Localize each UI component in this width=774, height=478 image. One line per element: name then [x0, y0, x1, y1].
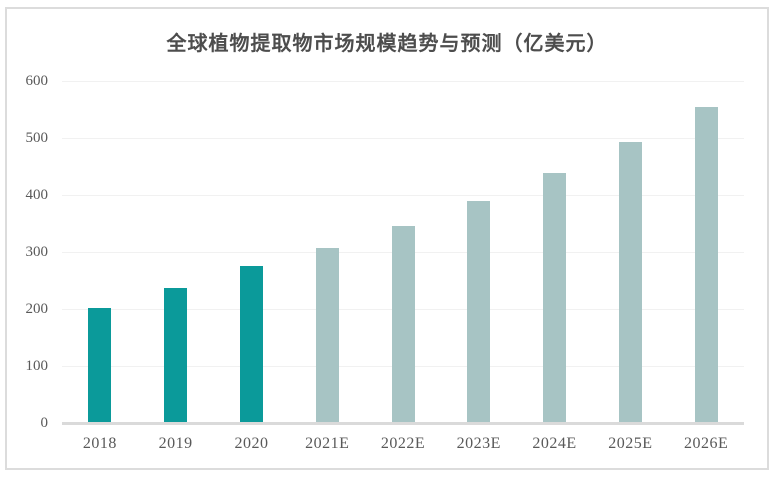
x-axis-line: [62, 422, 744, 425]
bar-2025E: [618, 142, 642, 423]
bar-2026E: [694, 106, 718, 423]
x-tick-label: 2024E: [532, 435, 577, 452]
gridline: [62, 81, 744, 82]
x-tick-label: 2022E: [380, 435, 426, 452]
x-tick-label: 2019: [158, 435, 193, 452]
x-tick-label: 2023E: [456, 435, 501, 452]
x-tick-label: 2026E: [683, 435, 729, 452]
y-tick-label: 400: [25, 187, 49, 203]
y-tick-label: 500: [25, 130, 49, 146]
gridline: [62, 195, 744, 196]
bar-2021E: [315, 248, 339, 423]
bar-2018: [88, 308, 112, 423]
x-tick-label: 2025E: [608, 435, 653, 452]
y-tick-label: 100: [25, 358, 49, 374]
bar-2019: [164, 287, 188, 423]
x-tick-label: 2018: [82, 435, 117, 452]
y-tick-label: 300: [25, 244, 49, 260]
x-tick-label: 2020: [234, 435, 269, 452]
bar-2024E: [543, 172, 567, 423]
gridline: [62, 138, 744, 139]
bar-2020: [239, 265, 263, 423]
x-tick-label: 2021E: [305, 435, 350, 452]
y-tick-label: 0: [40, 415, 49, 431]
bar-chart-plot-area: [62, 81, 744, 425]
chart-title: 全球植物提取物市场规模趋势与预测（亿美元）: [166, 33, 608, 55]
bar-2022E: [391, 226, 415, 423]
bar-2023E: [467, 200, 491, 423]
y-tick-label: 200: [25, 301, 49, 317]
y-tick-label: 600: [25, 73, 49, 89]
